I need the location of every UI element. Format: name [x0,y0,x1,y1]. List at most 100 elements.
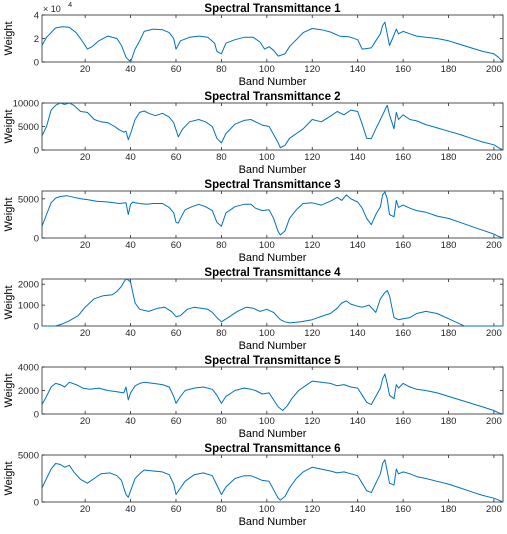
y-tick-label: 2000 [18,386,39,397]
axes-box [41,14,504,63]
x-axis-label: Band Number [239,76,307,88]
chart-title: Spectral Transmittance 5 [204,355,341,367]
axes-box [41,454,504,503]
x-tick-label: 120 [304,240,320,251]
chart-title: Spectral Transmittance 2 [204,91,340,103]
chart-panel-1: Spectral Transmittance 1 Band Number Weigh… [3,0,504,88]
x-tick-label: 140 [350,240,366,251]
x-tick-label: 200 [486,504,502,515]
x-tick-label: 20 [80,504,91,515]
x-tick-label: 200 [486,328,502,339]
axes-box [41,190,504,239]
x-tick-label: 80 [216,64,227,75]
x-tick-label: 60 [171,328,182,339]
y-tick-label: 5000 [18,122,39,133]
y-tick-label: 2 [34,34,39,45]
x-tick-label: 80 [216,504,227,515]
x-tick-label: 40 [125,152,136,163]
x-tick-label: 100 [259,328,275,339]
chart-title: Spectral Transmittance 4 [204,267,341,279]
y-tick-label: 2000 [18,280,39,291]
y-tick-label: 0 [34,146,39,157]
x-tick-label: 140 [350,416,366,427]
x-tick-label: 120 [304,64,320,75]
x-tick-label: 160 [395,328,411,339]
x-tick-label: 140 [350,64,366,75]
x-tick-label: 180 [441,416,457,427]
x-axis-label: Band Number [239,252,307,264]
y-exponent-base: × 10 [43,4,61,14]
y-tick-label: 5000 [18,194,39,205]
x-tick-label: 20 [80,416,91,427]
chart-panel-2: Spectral Transmittance 2 Band Number Weigh… [3,91,504,176]
x-tick-label: 180 [441,328,457,339]
x-tick-label: 80 [216,416,227,427]
x-tick-label: 180 [441,240,457,251]
y-tick-label: 0 [34,58,39,69]
x-tick-label: 100 [259,504,275,515]
x-tick-label: 180 [441,64,457,75]
x-tick-label: 180 [441,152,457,163]
x-tick-label: 60 [171,504,182,515]
series-line [41,373,504,415]
y-tick-label: 5000 [18,451,39,462]
x-axis-label: Band Number [239,164,307,176]
y-tick-label: 4000 [18,363,39,374]
chart-title: Spectral Transmittance 3 [204,179,340,191]
y-axis-label: Weight [3,21,15,55]
y-axis-label: Weight [3,461,15,495]
x-tick-label: 140 [350,328,366,339]
x-axis-label: Band Number [239,516,307,528]
chart-panel-4: Spectral Transmittance 4 Band Number Weigh… [3,267,504,352]
y-tick-label: 0 [34,498,39,509]
x-tick-label: 160 [395,240,411,251]
x-tick-label: 120 [304,504,320,515]
chart-panel-5: Spectral Transmittance 5 Band Number Weigh… [3,355,504,440]
y-axis-label: Weight [3,373,15,407]
x-tick-label: 200 [486,152,502,163]
x-tick-label: 40 [125,416,136,427]
y-tick-label: 0 [34,322,39,333]
x-tick-label: 160 [395,152,411,163]
x-tick-label: 20 [80,64,91,75]
y-axis-label: Weight [3,285,15,319]
x-tick-label: 20 [80,240,91,251]
x-axis-label: Band Number [239,428,307,440]
x-tick-label: 60 [171,64,182,75]
series-line [41,191,504,239]
x-tick-label: 140 [350,152,366,163]
x-tick-label: 40 [125,504,136,515]
x-tick-label: 120 [304,328,320,339]
y-tick-label: 0 [34,234,39,245]
x-tick-label: 80 [216,240,227,251]
x-tick-label: 160 [395,504,411,515]
x-tick-label: 200 [486,416,502,427]
x-tick-label: 60 [171,416,182,427]
y-tick-label: 1000 [18,301,39,312]
y-axis-label: Weight [3,197,15,231]
chart-title: Spectral Transmittance 1 [204,3,341,15]
x-tick-label: 80 [216,328,227,339]
x-tick-label: 40 [125,328,136,339]
x-tick-label: 200 [486,240,502,251]
chart-title: Spectral Transmittance 6 [204,443,340,455]
chart-panel-6: Spectral Transmittance 6 Band Number Weigh… [3,443,504,528]
x-tick-label: 20 [80,328,91,339]
axes-box [41,102,504,151]
y-tick-label: 4 [34,11,39,22]
x-tick-label: 80 [216,152,227,163]
y-tick-label: 0 [34,410,39,421]
chart-panel-3: Spectral Transmittance 3 Band Number Weigh… [3,179,504,264]
y-tick-label: 10000 [13,99,39,110]
x-tick-label: 180 [441,504,457,515]
x-tick-label: 100 [259,416,275,427]
x-tick-label: 100 [259,152,275,163]
y-exponent-power: 4 [68,0,72,9]
x-tick-label: 100 [259,64,275,75]
x-tick-label: 40 [125,64,136,75]
x-tick-label: 40 [125,240,136,251]
x-tick-label: 200 [486,64,502,75]
series-line [41,459,504,503]
